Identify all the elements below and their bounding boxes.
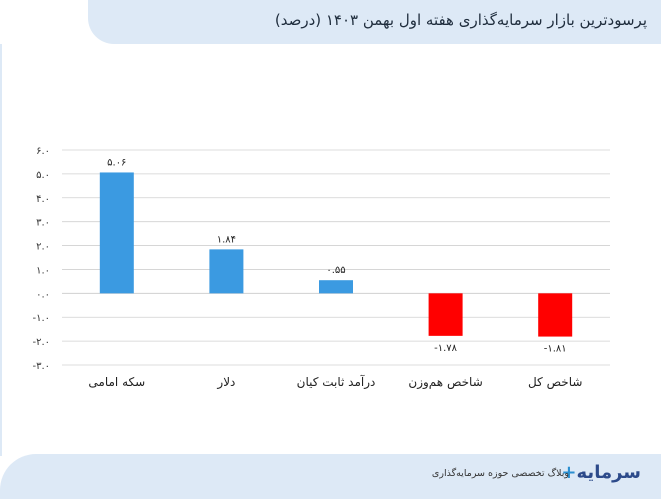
category-label: سکه امامی	[88, 375, 145, 389]
data-label: -۱.۷۸	[434, 343, 458, 354]
data-labels: ۵.۰۶ ۱.۸۴ ۰.۵۵ -۱.۷۸ -۱.۸۱	[107, 157, 567, 354]
y-tick-label: ۲.۰	[36, 242, 50, 253]
data-label: ۵.۰۶	[107, 157, 126, 168]
bar	[538, 293, 573, 337]
logo-plus-icon: +	[561, 462, 577, 483]
chart-frame	[0, 44, 661, 456]
bar	[99, 172, 134, 294]
bar	[319, 280, 353, 294]
y-tick-label: -۱.۰	[32, 313, 50, 324]
data-label: ۱.۸۴	[217, 234, 236, 245]
y-tick-label: ۵.۰	[36, 170, 50, 181]
y-axis-ticks: ۶.۰ ۵.۰ ۴.۰ ۳.۰ ۲.۰ ۱.۰ ۰.۰ -۱.۰ -۲.۰ -۳.۰	[32, 146, 50, 372]
y-tick-label: -۲.۰	[32, 337, 50, 348]
category-labels: سکه امامی دلار درآمد ثابت کیان شاخص هم‌وزن ش…	[88, 374, 582, 390]
y-tick-label: ۶.۰	[36, 146, 50, 157]
bars	[99, 172, 573, 337]
footer-band	[0, 454, 661, 499]
chart-title: پرسودترین بازار سرمایه‌گذاری هفته اول به…	[274, 11, 647, 29]
category-label: درآمد ثابت کیان	[297, 374, 376, 390]
footer-tagline: وبلاگ تخصصی حوزه سرمایه‌گذاری	[431, 468, 569, 479]
bar	[209, 249, 244, 294]
brand-logo[interactable]: سرمایه+	[561, 462, 641, 483]
gridlines	[62, 149, 610, 366]
logo-text: سرمایه	[576, 462, 641, 483]
y-tick-label: ۱.۰	[36, 265, 50, 276]
category-label: شاخص هم‌وزن	[408, 375, 482, 390]
bar	[428, 293, 463, 336]
y-tick-label: ۳.۰	[36, 218, 50, 229]
y-tick-label: ۴.۰	[36, 194, 50, 205]
data-label: -۱.۸۱	[544, 344, 567, 355]
category-label: شاخص کل	[528, 375, 582, 390]
title-band: پرسودترین بازار سرمایه‌گذاری هفته اول به…	[88, 0, 661, 44]
category-label: دلار	[216, 375, 235, 390]
data-label: ۰.۵۵	[326, 265, 345, 276]
y-tick-label: -۳.۰	[32, 361, 50, 372]
y-tick-label: ۰.۰	[36, 289, 50, 300]
